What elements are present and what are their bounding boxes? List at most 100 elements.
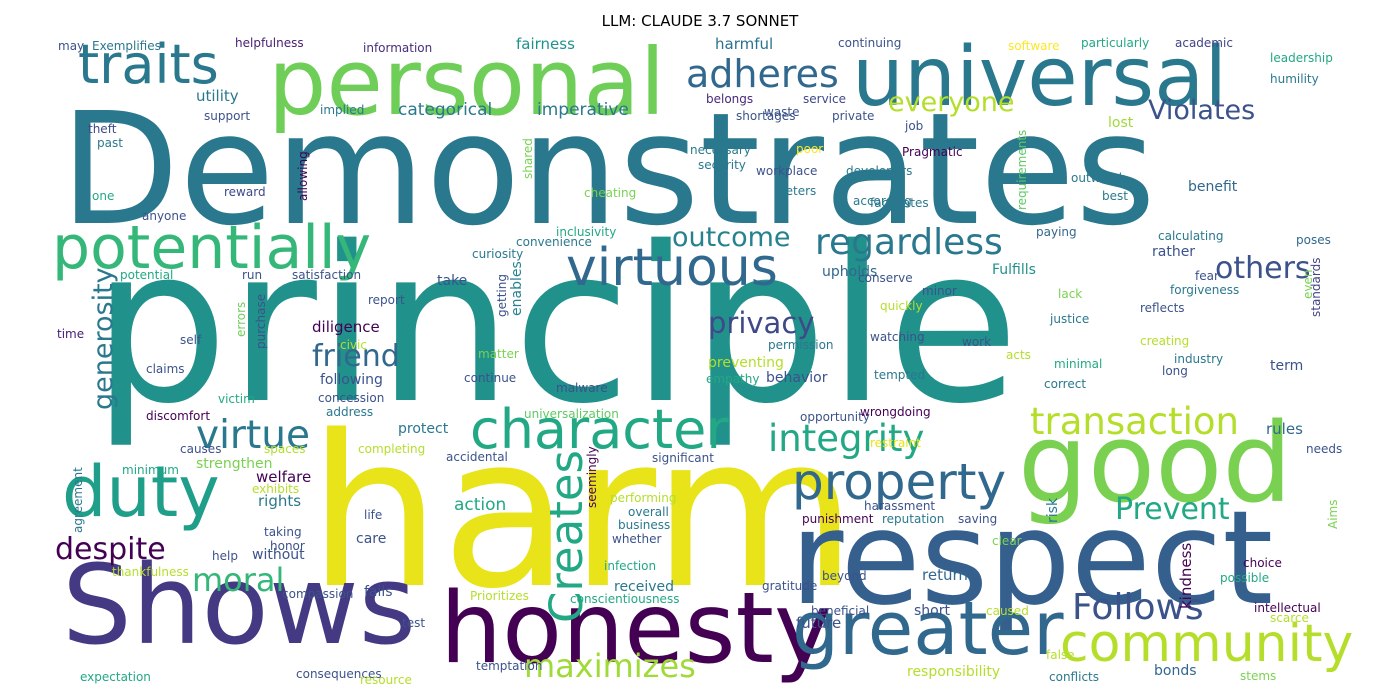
word-following: following <box>320 372 383 388</box>
word-helpfulness: helpfulness <box>235 37 304 50</box>
word-life: life <box>364 508 383 522</box>
word-humility: humility <box>1270 72 1319 86</box>
word-resource: resource <box>360 673 412 687</box>
word-everyone: everyone <box>888 87 1015 118</box>
word-run: run <box>242 268 263 282</box>
word-received: received <box>614 579 675 595</box>
word-harassment: harassment <box>864 499 936 513</box>
word-intellectual: intellectual <box>1254 601 1321 615</box>
word-reward: reward <box>224 185 266 199</box>
word-cheating: cheating <box>584 186 637 200</box>
word-implied: implied <box>320 103 365 117</box>
word-behavior: behavior <box>766 370 828 386</box>
word-job: job <box>905 119 924 133</box>
word-permission: permission <box>768 338 834 352</box>
word-correct: correct <box>1044 377 1087 391</box>
word-needs: needs <box>1306 442 1343 456</box>
word-performing: performing <box>610 491 677 505</box>
word-agreement: agreement <box>71 467 85 533</box>
word-principle: principle <box>92 200 1020 451</box>
word-address: address <box>326 405 374 419</box>
word-virtuous: virtuous <box>566 238 778 298</box>
word-utility: utility <box>196 87 239 105</box>
word-matter: matter <box>478 347 519 361</box>
word-developers: developers <box>846 164 913 178</box>
word-gratitude: gratitude <box>762 579 818 593</box>
word-prevent: Prevent <box>1115 492 1230 527</box>
word-reflects: reflects <box>1140 301 1185 315</box>
word-conscientiousness: conscientiousness <box>570 592 680 606</box>
word-beyond: beyond <box>822 569 867 583</box>
word-consequences: consequences <box>296 667 382 681</box>
word-bonds: bonds <box>1154 663 1197 679</box>
word-thankfulness: thankfulness <box>112 565 189 579</box>
word-follows: Follows <box>1072 587 1204 628</box>
word-regardless: regardless <box>815 222 1003 263</box>
word-test: test <box>402 616 426 630</box>
word-one: one <box>92 189 115 203</box>
word-universalization: universalization <box>524 407 619 421</box>
word-overall: overall <box>628 505 669 519</box>
word-care: care <box>356 531 387 547</box>
word-take: take <box>437 273 468 289</box>
word-spaces: spaces <box>264 442 306 456</box>
word-adheres: adheres <box>686 52 839 96</box>
word-false: false <box>1046 648 1075 662</box>
word-taking: taking <box>264 525 302 539</box>
word-acts: acts <box>1006 348 1031 362</box>
word-errors: errors <box>234 301 248 337</box>
word-shortages: shortages <box>736 109 796 123</box>
word-risk: risk <box>1045 497 1061 523</box>
word-support: support <box>204 109 251 123</box>
word-necessary: necessary <box>690 143 751 157</box>
word-violates: Violates <box>1148 95 1256 126</box>
word-rules: rules <box>1266 420 1303 438</box>
word-demonstrates: Demonstrates <box>60 79 1156 260</box>
word-strengthen: strengthen <box>196 456 273 472</box>
word-aims: Aims <box>1326 499 1340 529</box>
word-continue: continue <box>464 371 517 385</box>
word-fails: fails <box>364 584 393 600</box>
word-inclusivity: inclusivity <box>556 225 617 239</box>
word-wrongdoing: wrongdoing <box>860 405 931 419</box>
word-requirements: requirements <box>1015 129 1029 210</box>
word-help: help <box>212 549 238 563</box>
word-software: software <box>1008 39 1060 53</box>
word-personal: personal <box>268 37 666 136</box>
word-prioritizes: Prioritizes <box>470 589 529 603</box>
word-moral: moral <box>192 561 285 599</box>
word-character: character <box>470 398 729 461</box>
word-honesty: honesty <box>440 572 832 686</box>
word-theft: theft <box>88 122 117 136</box>
word-good: good <box>1018 399 1293 527</box>
word-potential: potential <box>120 268 174 282</box>
word-concession: concession <box>318 391 385 405</box>
word-punishment: punishment <box>802 512 874 526</box>
word-outcome: outcome <box>672 222 791 253</box>
word-causes: causes <box>180 442 222 456</box>
word-self: self <box>180 333 202 347</box>
word-anyone: anyone <box>142 209 187 223</box>
word-workplace: workplace <box>756 164 818 178</box>
word-welfare: welfare <box>256 468 312 486</box>
word-friend: friend <box>312 339 400 374</box>
word-best: best <box>1102 189 1128 203</box>
word-creating: creating <box>1140 334 1190 348</box>
word-poor: poor <box>796 142 824 156</box>
word-expectation: expectation <box>80 670 151 684</box>
word-fulfills: Fulfills <box>992 262 1036 278</box>
word-purchase: purchase <box>254 293 268 349</box>
word-lost: lost <box>1108 115 1134 131</box>
word-significant: significant <box>652 451 714 465</box>
word-time: time <box>57 327 85 341</box>
word-facilitates: facilitates <box>870 196 929 210</box>
word-continuing: continuing <box>838 37 902 50</box>
word-cloud: Demonstrates principle harm respect good Show… <box>42 37 1358 693</box>
word-forgiveness: forgiveness <box>1170 283 1240 297</box>
word-minor: minor <box>922 284 957 298</box>
word-respect: respect <box>790 482 1274 634</box>
word-allowing: allowing <box>296 151 310 201</box>
word-justice: justice <box>1050 312 1090 326</box>
word-saving: saving <box>958 512 998 526</box>
chart-title: LLM: CLAUDE 3.7 SONNET <box>601 12 799 30</box>
